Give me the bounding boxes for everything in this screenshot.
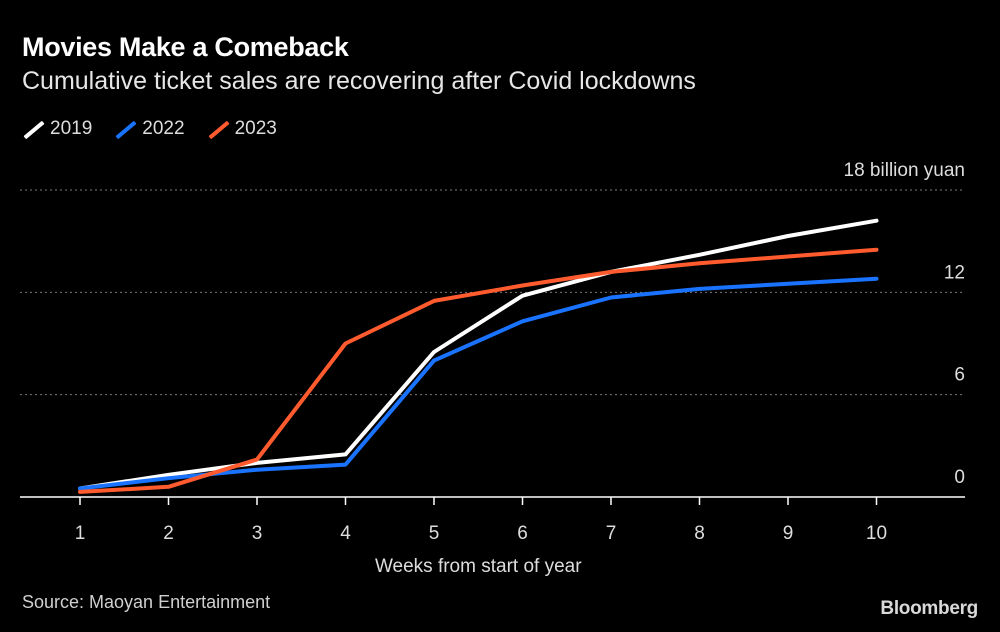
source-note: Source: Maoyan Entertainment xyxy=(22,592,271,612)
chart-subtitle: Cumulative ticket sales are recovering a… xyxy=(22,67,696,95)
x-tick-label: 9 xyxy=(783,523,794,544)
x-tick-label: 4 xyxy=(340,523,351,544)
series-line-2022 xyxy=(78,276,879,491)
x-tick-label: 5 xyxy=(429,523,440,544)
x-tick-label: 8 xyxy=(694,523,705,544)
x-tick-label: 1 xyxy=(75,523,86,544)
x-axis-title: Weeks from start of year xyxy=(375,556,582,577)
x-tick-label: 3 xyxy=(252,523,263,544)
x-tick-label: 10 xyxy=(866,523,887,544)
legend-item-2023: 2023 xyxy=(207,118,277,140)
x-tick-label: 6 xyxy=(517,523,528,544)
legend-label-2023: 2023 xyxy=(234,118,277,139)
chart-title: Movies Make a Comeback xyxy=(22,32,349,62)
legend: 2019 2022 2023 xyxy=(22,118,277,140)
bloomberg-logo: Bloomberg xyxy=(880,598,978,619)
legend-item-2019: 2019 xyxy=(22,118,92,140)
x-tick-label: 7 xyxy=(606,523,617,544)
series-line-2019 xyxy=(78,218,879,491)
y-tick-label: 12 xyxy=(944,262,965,283)
y-axis-label: 18 billion yuan xyxy=(844,160,965,181)
y-tick-label: 6 xyxy=(954,365,965,386)
legend-label-2019: 2019 xyxy=(50,118,93,139)
x-tick-label: 2 xyxy=(163,523,174,544)
series-line-2023 xyxy=(78,247,879,494)
legend-label-2022: 2022 xyxy=(142,118,185,139)
legend-item-2022: 2022 xyxy=(114,118,184,140)
y-tick-label: 0 xyxy=(954,467,965,488)
